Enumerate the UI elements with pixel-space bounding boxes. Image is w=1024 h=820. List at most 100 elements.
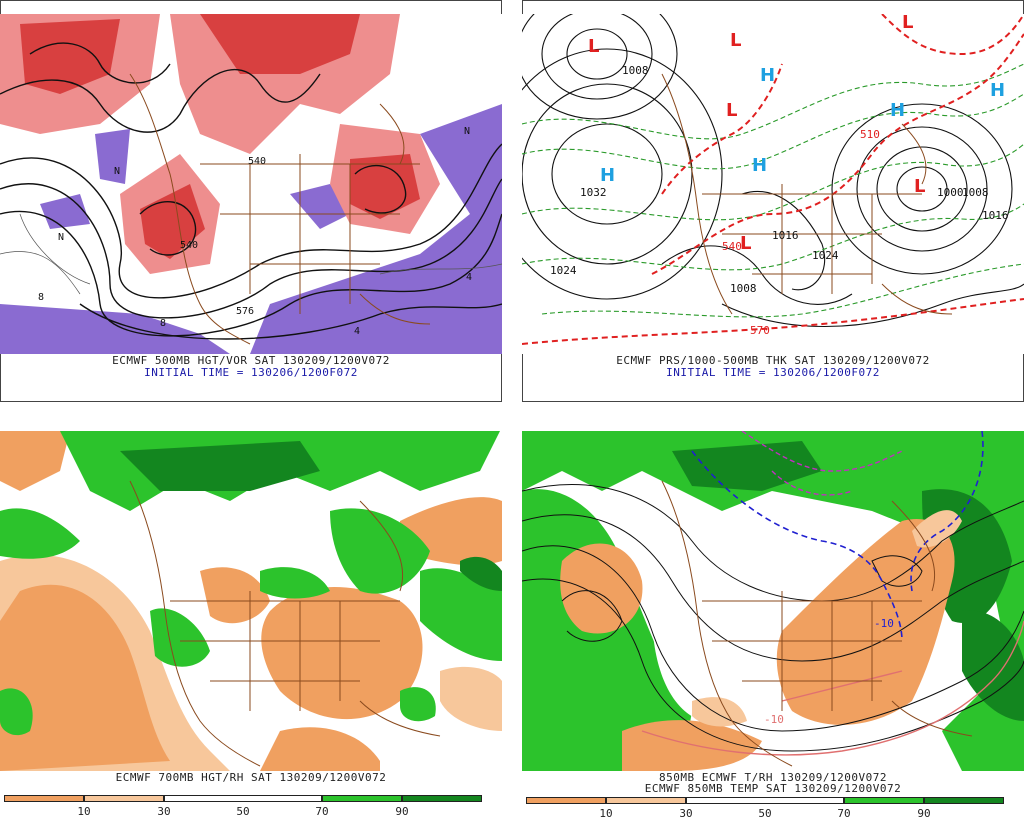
colorbar-segment [322, 795, 402, 802]
low-pressure-center: L [914, 176, 925, 197]
moist-area [0, 508, 80, 559]
moist-area [672, 441, 822, 491]
dry-area [440, 666, 502, 731]
dry-area [0, 584, 170, 771]
map-850mb-temp-rh: -10 -10 [522, 431, 1024, 771]
vorticity-positive-area [20, 19, 120, 94]
dry-area [560, 543, 643, 634]
isotherm-label: -10 [874, 617, 894, 630]
moist-area [120, 441, 320, 491]
panel-initial-time: INITIAL TIME = 130206/1200F072 [144, 366, 358, 379]
isobar-label: 1008 [730, 282, 757, 295]
contour-label: 8 [160, 318, 166, 329]
map-500mb-vorticity: 540 540 576 8 8 4 4 N N N [0, 14, 502, 354]
moist-area [522, 431, 1024, 771]
low-pressure-center: L [726, 100, 737, 121]
colorbar-segment [4, 795, 84, 802]
isotherm-label: -10 [764, 713, 784, 726]
isobar-label: 1000 [937, 186, 964, 199]
colorbar-tick: 30 [679, 807, 693, 820]
thickness-label: 510 [860, 128, 880, 141]
isobar-label: 1008 [962, 186, 989, 199]
dry-area [692, 697, 747, 727]
low-pressure-center: L [740, 233, 751, 254]
moist-area [150, 608, 210, 667]
rh-colorbar: 10 30 50 70 90 [4, 795, 482, 819]
vorticity-min-marker: N [464, 126, 470, 137]
thickness-label: 570 [750, 324, 770, 337]
colorbar-tick: 90 [395, 805, 409, 818]
colorbar-segment [606, 797, 686, 804]
low-pressure-center: L [702, 14, 713, 19]
vorticity-min-marker: N [58, 232, 64, 243]
isobar-label: 1016 [772, 229, 799, 242]
thickness-label: 540 [722, 240, 742, 253]
isobar-label: 1024 [550, 264, 577, 277]
colorbar-segment [84, 795, 164, 802]
panel-caption: ECMWF 500MB HGT/VOR SAT 130209/1200V072 [112, 354, 390, 367]
dry-area [200, 567, 270, 624]
panel-caption: 850MB ECMWF T/RH 130209/1200V072 [659, 771, 887, 784]
colorbar-segment [164, 795, 322, 802]
colorbar-tick: 70 [315, 805, 329, 818]
vorticity-min-marker: N [114, 166, 120, 177]
panel-500mb-hgt-vor: 540 540 576 8 8 4 4 N N N ECMWF 500MB HG… [0, 0, 502, 402]
colorbar-tick: 50 [758, 807, 772, 820]
colorbar-segment [402, 795, 482, 802]
contour-label: 8 [38, 292, 44, 303]
vorticity-negative-area [0, 304, 230, 354]
dry-area [260, 727, 380, 771]
colorbar-tick: 10 [77, 805, 91, 818]
dry-area [912, 510, 962, 548]
moist-area [400, 687, 436, 722]
moist-area [460, 556, 502, 591]
moist-area [0, 688, 33, 736]
vorticity-negative-area [290, 184, 350, 229]
colorbar-tick: 90 [917, 807, 931, 820]
contour-label: 4 [466, 272, 472, 283]
contour-label: 576 [236, 306, 254, 317]
colorbar-segment [924, 797, 1004, 804]
rh-colorbar: 10 30 50 70 90 [526, 797, 1004, 820]
panel-850mb-temp-rh: -10 -10 850MB ECMWF T/RH 130209/1200V072… [522, 417, 1024, 820]
colorbar-tick: 50 [236, 805, 250, 818]
vorticity-positive-area [140, 184, 205, 259]
colorbar-segment [844, 797, 924, 804]
panel-700mb-hgt-rh: ECMWF 700MB HGT/RH SAT 130209/1200V072 1… [0, 417, 502, 819]
moist-area [260, 567, 330, 599]
map-700mb-rh [0, 431, 502, 771]
low-pressure-center: L [902, 14, 913, 33]
colorbar-segment [686, 797, 844, 804]
isobar-label: 1008 [622, 64, 649, 77]
dry-area [776, 519, 955, 725]
moist-area [330, 508, 430, 594]
high-pressure-center: H [600, 165, 615, 186]
panel-initial-time: INITIAL TIME = 130206/1200F072 [666, 366, 880, 379]
contour-label: 540 [248, 156, 266, 167]
colorbar-tick: 10 [599, 807, 613, 820]
dry-area [0, 431, 70, 491]
dry-area [261, 587, 423, 720]
moist-area [420, 568, 502, 661]
panel-caption-secondary: ECMWF 850MB TEMP SAT 130209/1200V072 [644, 782, 902, 795]
low-pressure-center: L [730, 30, 741, 51]
panel-prs-thickness: H H H H H L L L L L L L 1032 1024 1016 1… [522, 0, 1024, 402]
high-pressure-center: H [752, 155, 767, 176]
colorbar-tick: 70 [837, 807, 851, 820]
contour-label: 4 [354, 326, 360, 337]
moist-area [962, 610, 1024, 721]
high-pressure-center: H [890, 100, 905, 121]
colorbar-segment [526, 797, 606, 804]
map-pressure-thickness: H H H H H L L L L L L L 1032 1024 1016 1… [522, 14, 1024, 354]
isobar-label: 1032 [580, 186, 607, 199]
low-pressure-center: L [588, 36, 599, 57]
dry-area [622, 720, 762, 771]
panel-caption: ECMWF 700MB HGT/RH SAT 130209/1200V072 [115, 771, 387, 784]
high-pressure-center: H [760, 65, 775, 86]
colorbar-tick: 30 [157, 805, 171, 818]
contour-label: 540 [180, 240, 198, 251]
isobar-label: 1024 [812, 249, 839, 262]
vorticity-negative-area [250, 104, 502, 354]
high-pressure-center: H [990, 80, 1005, 101]
panel-caption: ECMWF PRS/1000-500MB THK SAT 130209/1200… [616, 354, 930, 367]
